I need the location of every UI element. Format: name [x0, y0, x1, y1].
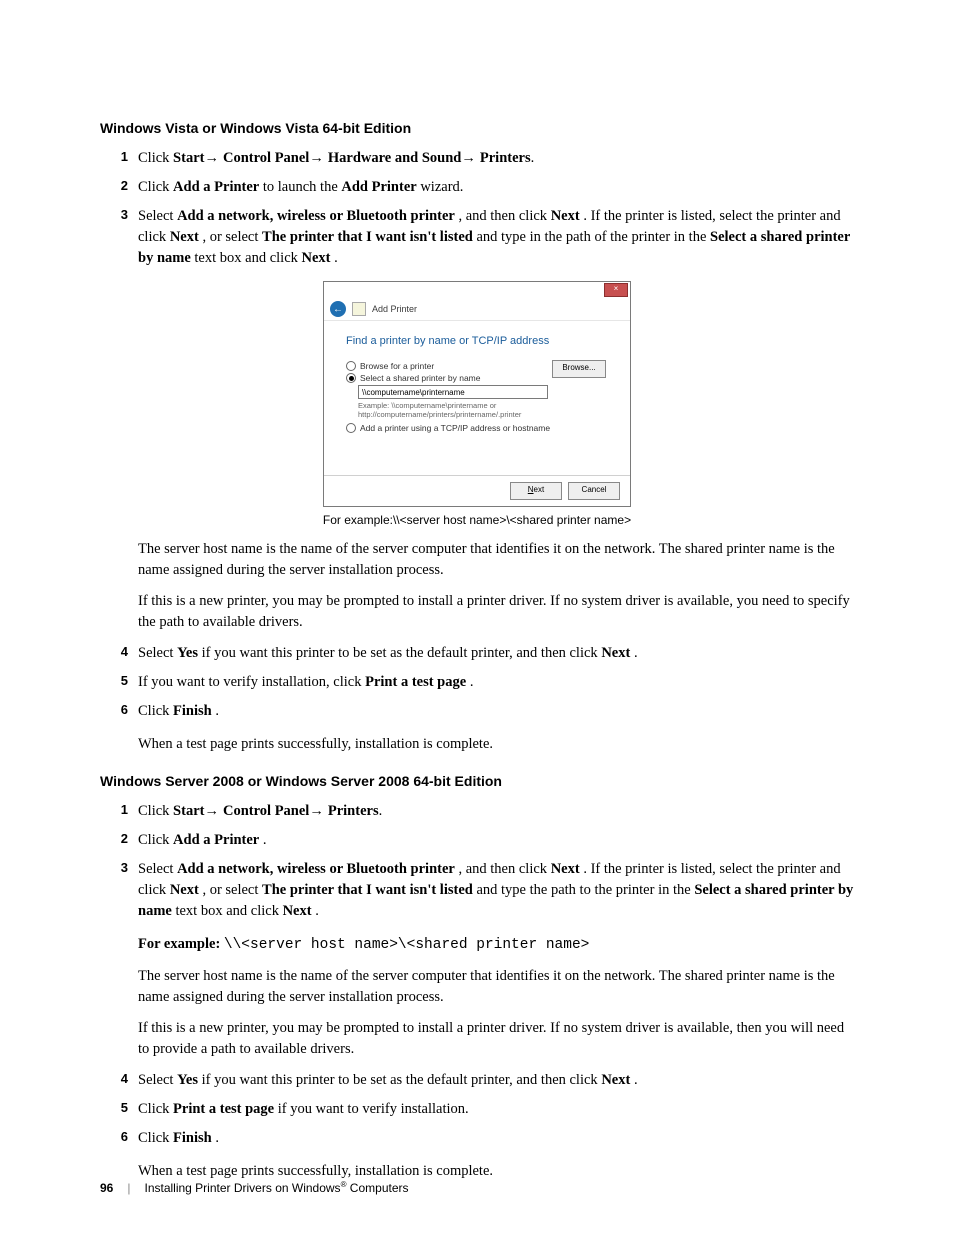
step-number: 3	[100, 206, 138, 269]
vista-steps-cont: 4 Select Yes if you want this printer to…	[100, 643, 854, 722]
back-icon[interactable]: ←	[330, 301, 346, 317]
vista-step-3: 3 Select Add a network, wireless or Blue…	[100, 206, 854, 269]
page-footer: 96 | Installing Printer Drivers on Windo…	[100, 1180, 409, 1195]
printer-icon	[352, 302, 366, 316]
server2008-step-6: 6 Click Finish .	[100, 1128, 854, 1149]
server2008-para-2: If this is a new printer, you may be pro…	[138, 1018, 854, 1060]
dialog-caption: For example:\\<server host name>\<shared…	[100, 513, 854, 527]
radio-icon	[346, 373, 356, 383]
step-number: 2	[100, 830, 138, 851]
browse-button[interactable]: Browse...	[552, 360, 606, 378]
dialog-heading: Find a printer by name or TCP/IP address	[346, 335, 608, 347]
server2008-steps-cont: 4 Select Yes if you want this printer to…	[100, 1070, 854, 1149]
server2008-step-1: 1 Click Start→ Control Panel→ Printers.	[100, 801, 854, 822]
dialog-title: Add Printer	[372, 304, 417, 314]
close-icon[interactable]: ×	[604, 283, 628, 297]
cancel-button[interactable]: Cancel	[568, 482, 620, 500]
server2008-para-1: The server host name is the name of the …	[138, 966, 854, 1008]
footer-sep: |	[127, 1181, 130, 1195]
manual-page: Windows Vista or Windows Vista 64-bit Ed…	[0, 0, 954, 1235]
vista-step-2: 2 Click Add a Printer to launch the Add …	[100, 177, 854, 198]
server2008-heading: Windows Server 2008 or Windows Server 20…	[100, 773, 854, 789]
vista-step-5: 5 If you want to verify installation, cl…	[100, 672, 854, 693]
server2008-example: For example: \\<server host name>\<share…	[138, 934, 854, 956]
next-button[interactable]: Next	[510, 482, 562, 500]
vista-para-1: The server host name is the name of the …	[138, 539, 854, 581]
step-number: 4	[100, 1070, 138, 1091]
step-number: 2	[100, 177, 138, 198]
step-number: 5	[100, 672, 138, 693]
page-number: 96	[100, 1181, 113, 1195]
option-tcpip[interactable]: Add a printer using a TCP/IP address or …	[346, 423, 608, 433]
radio-icon	[346, 361, 356, 371]
step-number: 4	[100, 643, 138, 664]
step-number: 3	[100, 859, 138, 922]
server2008-step-2: 2 Click Add a Printer .	[100, 830, 854, 851]
dialog-body: Find a printer by name or TCP/IP address…	[324, 321, 630, 475]
step-number: 6	[100, 701, 138, 722]
server2008-step-3: 3 Select Add a network, wireless or Blue…	[100, 859, 854, 922]
step-number: 6	[100, 1128, 138, 1149]
server2008-steps: 1 Click Start→ Control Panel→ Printers. …	[100, 801, 854, 922]
add-printer-dialog: × ← Add Printer Find a printer by name o…	[323, 281, 631, 507]
radio-icon	[346, 423, 356, 433]
vista-para-3: When a test page prints successfully, in…	[138, 734, 854, 755]
vista-step-1: 1 Click Start→ Control Panel→ Hardware a…	[100, 148, 854, 169]
vista-step-6: 6 Click Finish .	[100, 701, 854, 722]
example-text: Example: \\computername\printername or	[358, 401, 608, 410]
dialog-footer: Next Cancel	[324, 475, 630, 506]
vista-steps: 1 Click Start→ Control Panel→ Hardware a…	[100, 148, 854, 269]
server2008-step-5: 5 Click Print a test page if you want to…	[100, 1099, 854, 1120]
dialog-titlebar: ×	[324, 282, 630, 298]
vista-para-2: If this is a new printer, you may be pro…	[138, 591, 854, 633]
vista-step-4: 4 Select Yes if you want this printer to…	[100, 643, 854, 664]
dialog-breadcrumb: ← Add Printer	[324, 298, 630, 321]
server2008-step-4: 4 Select Yes if you want this printer to…	[100, 1070, 854, 1091]
step-number: 5	[100, 1099, 138, 1120]
example-text: http://computername/printers/printername…	[358, 410, 608, 419]
step-number: 1	[100, 801, 138, 822]
step-number: 1	[100, 148, 138, 169]
vista-heading: Windows Vista or Windows Vista 64-bit Ed…	[100, 120, 854, 136]
printer-path-input[interactable]: \\computername\printername	[358, 385, 548, 399]
footer-text: Installing Printer Drivers on Windows® C…	[144, 1180, 408, 1195]
